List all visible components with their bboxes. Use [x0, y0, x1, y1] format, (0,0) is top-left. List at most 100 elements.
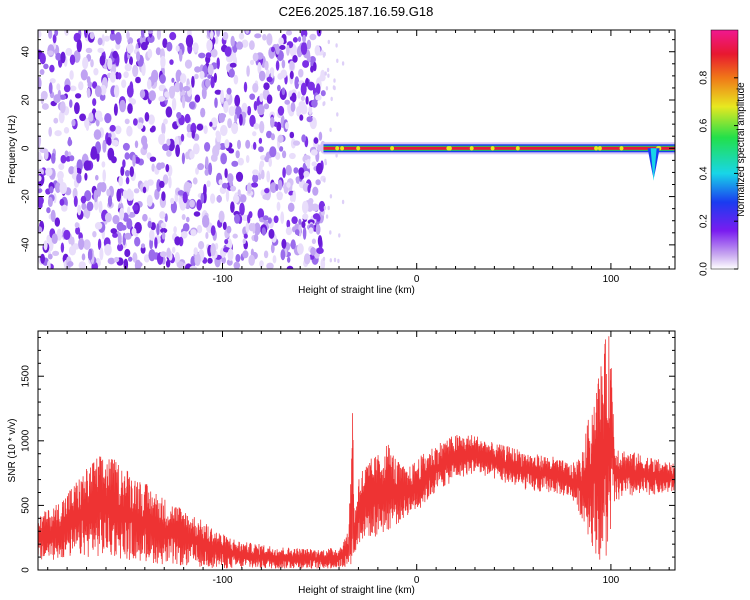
noise-blob: [259, 260, 264, 268]
noise-blob: [122, 159, 126, 168]
colorbar-gradient: [710, 29, 739, 270]
noise-blob: [286, 182, 291, 188]
noise-blob: [205, 232, 209, 239]
noise-blob: [329, 230, 332, 235]
noise-blob: [269, 146, 277, 158]
noise-blob: [246, 65, 250, 77]
noise-blob: [112, 214, 120, 225]
noise-blob: [120, 224, 127, 231]
noise-blob: [341, 199, 345, 205]
noise-blob: [132, 252, 138, 263]
noise-blob: [266, 94, 273, 104]
noise-blob: [185, 151, 190, 160]
noise-blob: [231, 122, 239, 135]
noise-blob: [146, 152, 152, 160]
noise-blob: [68, 245, 77, 256]
noise-blob: [242, 250, 249, 259]
spectrogram-ridge: [323, 142, 675, 181]
noise-blob: [281, 238, 287, 249]
ridge-spot: [335, 146, 340, 151]
noise-blob: [224, 239, 229, 245]
noise-blob: [309, 33, 317, 41]
noise-blob: [170, 197, 175, 205]
noise-blob: [289, 152, 296, 160]
noise-blob: [90, 148, 98, 160]
noise-blob: [277, 134, 284, 143]
noise-blob: [320, 90, 326, 97]
noise-blob: [230, 185, 237, 192]
noise-blob: [176, 112, 182, 119]
noise-blob: [220, 124, 228, 137]
noise-blob: [213, 72, 217, 83]
noise-blob: [134, 156, 141, 164]
noise-blob: [166, 150, 172, 157]
noise-blob: [182, 85, 191, 92]
noise-blob: [210, 193, 216, 204]
noise-blob: [81, 253, 86, 261]
noise-blob: [332, 85, 336, 90]
noise-blob: [133, 118, 138, 126]
noise-blob: [122, 212, 129, 222]
ridge-spot: [597, 146, 602, 151]
noise-blob: [299, 114, 304, 121]
noise-blob: [232, 233, 238, 239]
noise-blob: [310, 247, 316, 256]
noise-blob: [128, 96, 133, 104]
noise-blob: [45, 167, 53, 177]
noise-blob: [329, 194, 333, 199]
noise-blob: [257, 208, 265, 220]
noise-blob: [102, 169, 106, 182]
noise-blob: [135, 76, 141, 84]
noise-blob: [107, 57, 113, 70]
noise-blob: [272, 255, 277, 264]
noise-blob: [245, 139, 251, 149]
noise-blob: [280, 211, 285, 224]
noise-blob: [128, 190, 134, 201]
noise-blob: [252, 83, 259, 93]
noise-blob: [222, 31, 229, 41]
noise-blob: [230, 35, 235, 47]
noise-blob: [159, 180, 165, 188]
noise-blob: [146, 79, 152, 90]
noise-blob: [78, 81, 84, 91]
noise-blob: [281, 87, 286, 96]
noise-blob: [147, 114, 155, 125]
noise-blob: [310, 149, 318, 156]
noise-blob: [38, 76, 42, 90]
noise-blob: [48, 30, 53, 39]
noise-blob: [166, 247, 171, 259]
noise-blob: [230, 201, 235, 213]
noise-blob: [270, 116, 275, 128]
noise-blob: [94, 222, 103, 230]
noise-blob: [233, 74, 239, 85]
noise-blob: [109, 71, 116, 83]
noise-blob: [329, 258, 332, 263]
noise-blob: [302, 60, 310, 68]
noise-blob: [249, 40, 255, 51]
noise-blob: [275, 152, 281, 160]
noise-blob: [199, 70, 205, 80]
noise-blob: [268, 157, 273, 167]
noise-blob: [46, 50, 54, 56]
noise-blob: [261, 169, 265, 180]
noise-blob: [305, 96, 309, 105]
noise-blob: [99, 247, 104, 261]
noise-blob: [336, 58, 339, 63]
noise-blob: [228, 106, 236, 117]
noise-blob: [315, 83, 321, 95]
noise-blob: [125, 176, 130, 185]
noise-blob: [243, 233, 248, 239]
noise-blob: [281, 59, 286, 69]
noise-blob: [175, 72, 180, 83]
noise-blob: [63, 229, 71, 240]
noise-blob: [164, 91, 170, 98]
noise-blob: [59, 94, 67, 100]
noise-blob: [286, 219, 291, 229]
noise-blob: [139, 89, 146, 99]
noise-blob: [86, 76, 91, 84]
noise-blob: [320, 69, 326, 80]
noise-blob: [287, 202, 295, 212]
noise-blob: [235, 171, 244, 182]
noise-blob: [101, 34, 105, 47]
